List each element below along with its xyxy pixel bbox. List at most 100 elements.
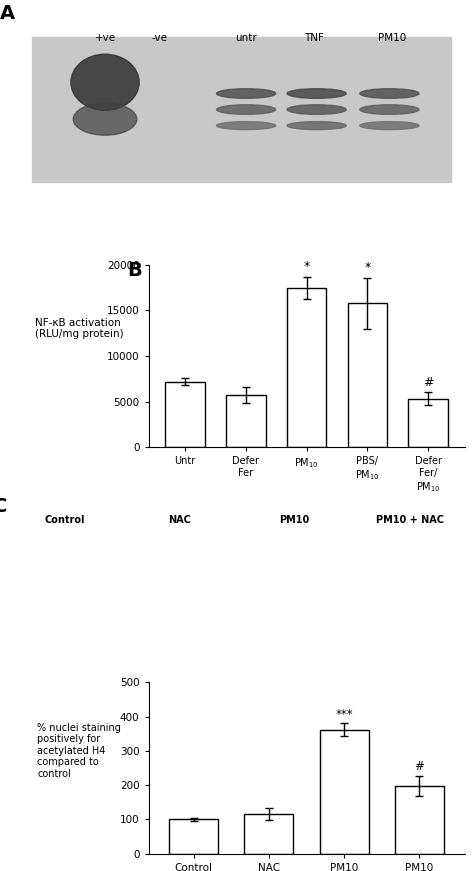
- Point: [413, 539, 420, 553]
- Point: [293, 595, 301, 609]
- Point: [366, 597, 374, 611]
- Text: -ve: -ve: [152, 32, 168, 43]
- Point: [366, 607, 374, 621]
- Point: [421, 528, 429, 542]
- Point: [285, 548, 292, 562]
- Point: [267, 616, 274, 630]
- Point: [156, 580, 164, 594]
- Point: [420, 583, 428, 597]
- Point: [253, 623, 261, 637]
- Point: [272, 527, 280, 541]
- Point: [273, 528, 281, 542]
- Point: [155, 574, 163, 588]
- Ellipse shape: [360, 89, 419, 98]
- Point: [297, 622, 304, 636]
- Point: [295, 575, 303, 589]
- Point: [245, 583, 253, 597]
- Text: *: *: [303, 260, 310, 273]
- Text: ***: ***: [335, 708, 353, 720]
- Point: [425, 609, 432, 623]
- Point: [313, 584, 321, 598]
- Point: [318, 584, 326, 598]
- Text: TNF: TNF: [304, 32, 324, 43]
- Point: [421, 530, 428, 544]
- Ellipse shape: [71, 54, 139, 111]
- Point: [307, 624, 314, 638]
- Text: +ve: +ve: [94, 32, 116, 43]
- Ellipse shape: [287, 122, 346, 130]
- Ellipse shape: [217, 89, 276, 98]
- Point: [357, 598, 365, 612]
- Bar: [347, 303, 387, 447]
- Point: [337, 601, 345, 615]
- Point: [322, 626, 329, 640]
- Point: [313, 601, 321, 615]
- Point: [332, 598, 340, 611]
- Point: [277, 592, 284, 606]
- Point: [419, 556, 427, 570]
- Point: [250, 611, 258, 625]
- Point: [320, 594, 328, 608]
- Point: [155, 564, 163, 578]
- Point: [318, 583, 325, 597]
- Point: [317, 575, 324, 589]
- Point: [254, 576, 261, 590]
- Point: [406, 617, 414, 631]
- Point: [440, 528, 448, 542]
- Point: [261, 543, 269, 557]
- Point: [280, 537, 287, 551]
- Point: [295, 544, 302, 558]
- Point: [277, 535, 284, 549]
- Bar: [226, 395, 265, 447]
- Ellipse shape: [360, 105, 419, 114]
- Point: [380, 589, 388, 603]
- Point: [339, 604, 346, 618]
- Point: [48, 611, 56, 625]
- Point: [249, 616, 256, 630]
- Ellipse shape: [287, 105, 346, 114]
- Point: [435, 568, 443, 582]
- Point: [83, 538, 91, 552]
- Point: [301, 619, 308, 633]
- Point: [410, 561, 418, 575]
- Text: B: B: [127, 261, 142, 280]
- Point: [416, 568, 424, 582]
- Point: [187, 566, 194, 580]
- Point: [269, 571, 277, 585]
- Text: A: A: [0, 4, 16, 23]
- Point: [427, 533, 435, 547]
- Title: NAC: NAC: [168, 515, 191, 524]
- Point: [327, 594, 334, 608]
- Point: [330, 604, 337, 618]
- Point: [422, 553, 429, 567]
- Point: [393, 587, 401, 601]
- Text: untr: untr: [235, 32, 257, 43]
- Point: [105, 621, 112, 635]
- Point: [303, 574, 310, 588]
- Text: PM10: PM10: [378, 32, 406, 43]
- Bar: [395, 787, 444, 854]
- Point: [288, 598, 296, 611]
- Point: [389, 625, 396, 639]
- Point: [453, 610, 460, 624]
- Text: #: #: [414, 760, 424, 773]
- Point: [290, 573, 298, 587]
- Point: [304, 576, 312, 590]
- Point: [178, 546, 186, 560]
- Text: C: C: [0, 497, 8, 517]
- Point: [249, 615, 256, 629]
- Point: [311, 574, 319, 588]
- Point: [260, 534, 267, 548]
- Point: [381, 594, 388, 608]
- Point: [268, 544, 276, 558]
- Ellipse shape: [217, 105, 276, 114]
- Ellipse shape: [360, 122, 419, 130]
- Ellipse shape: [287, 89, 346, 98]
- Point: [272, 562, 280, 576]
- Point: [27, 554, 34, 568]
- Point: [145, 590, 152, 604]
- Point: [274, 555, 282, 569]
- Text: #: #: [423, 375, 433, 388]
- Point: [261, 531, 268, 545]
- Text: NF-κB activation
(RLU/mg protein): NF-κB activation (RLU/mg protein): [35, 318, 123, 340]
